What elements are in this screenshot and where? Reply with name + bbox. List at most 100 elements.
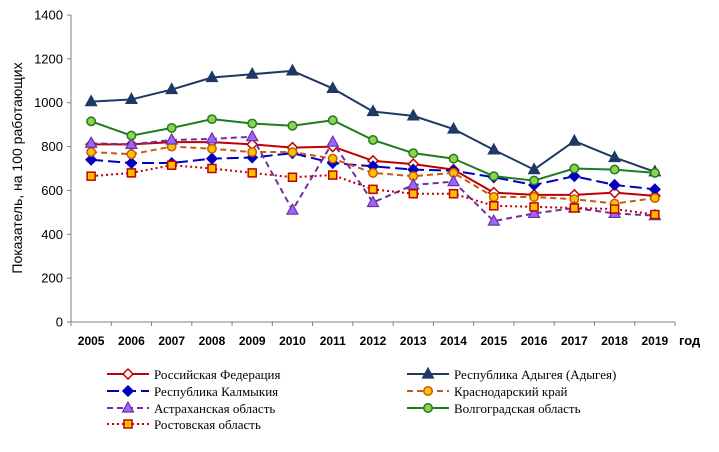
- legend-marker: [423, 386, 433, 396]
- data-point: [84, 94, 98, 107]
- data-point: [327, 153, 338, 164]
- data-point: [649, 167, 660, 178]
- y-tick-label: 600: [41, 183, 63, 198]
- data-point: [126, 149, 137, 160]
- data-point: [245, 129, 259, 142]
- x-tick-label: 2007: [158, 334, 185, 348]
- legend: Российская Федерация Республика Адыгея (А…: [107, 366, 616, 432]
- legend-marker: [121, 400, 135, 413]
- data-point: [287, 172, 298, 183]
- data-point: [368, 167, 378, 178]
- series-6: [86, 114, 660, 186]
- legend-entry: Краснодарский край: [407, 384, 568, 399]
- data-point: [126, 130, 137, 141]
- legend-entry: Астраханская область: [107, 400, 275, 416]
- data-point: [487, 142, 501, 155]
- x-tick-label: 2018: [601, 334, 628, 348]
- y-tick-label: 1400: [34, 8, 63, 23]
- x-tick-label: 2011: [320, 334, 346, 348]
- data-point: [205, 70, 219, 83]
- data-point: [285, 202, 299, 215]
- data-point: [124, 137, 138, 149]
- data-point: [125, 156, 138, 170]
- data-point: [568, 170, 581, 183]
- x-axis-label: год: [679, 333, 701, 348]
- data-point: [408, 148, 419, 159]
- data-point: [126, 168, 137, 178]
- x-tick-label: 2014: [440, 334, 467, 348]
- data-point: [327, 115, 338, 126]
- y-tick-label: 200: [41, 271, 63, 286]
- data-point: [368, 135, 378, 145]
- data-point: [608, 186, 621, 199]
- data-point: [206, 143, 217, 154]
- data-point: [487, 213, 501, 226]
- legend-entry: Волгоградская область: [407, 401, 581, 416]
- legend-marker: [121, 384, 135, 398]
- data-point: [609, 204, 620, 214]
- data-point: [326, 81, 340, 94]
- x-tick-label: 2009: [239, 334, 266, 348]
- data-point: [287, 120, 298, 131]
- data-point: [527, 206, 541, 219]
- data-point: [366, 195, 380, 208]
- data-point: [287, 147, 298, 158]
- legend-entry: Ростовская область: [107, 417, 261, 432]
- data-point: [529, 192, 540, 202]
- data-point: [165, 82, 179, 95]
- data-point: [489, 201, 499, 211]
- y-axis-label: Показатель, на 100 работающих: [9, 62, 25, 273]
- data-point: [205, 152, 218, 165]
- series-group: [84, 63, 662, 226]
- y-tick-label: 800: [41, 139, 63, 154]
- data-point: [569, 203, 580, 213]
- y-tick-label: 0: [56, 315, 63, 330]
- y-tick-labels: 0 200 400 600 800 1000 1200 1400: [34, 8, 63, 330]
- legend-label: Астраханская область: [154, 401, 275, 416]
- data-point: [650, 209, 660, 220]
- series-5: [84, 129, 662, 226]
- data-point: [448, 188, 459, 199]
- x-tick-label: 2015: [480, 334, 507, 348]
- data-point: [567, 133, 581, 146]
- data-point: [529, 175, 540, 186]
- data-point: [247, 147, 258, 158]
- data-point: [247, 168, 257, 178]
- data-point: [166, 122, 177, 133]
- data-point: [649, 193, 660, 204]
- data-point: [408, 188, 419, 199]
- data-point: [247, 118, 258, 129]
- y-tick-label: 400: [41, 227, 63, 242]
- data-point: [406, 177, 420, 190]
- legend-entry: Республика Калмыкия: [107, 384, 278, 399]
- data-point: [448, 153, 459, 164]
- data-point: [488, 192, 499, 202]
- data-point: [406, 108, 420, 121]
- legend-marker: [421, 366, 435, 379]
- series-7: [86, 160, 660, 220]
- x-tick-label: 2005: [78, 334, 105, 348]
- data-point: [86, 147, 97, 158]
- legend-label: Российская Федерация: [154, 367, 281, 382]
- data-point: [205, 131, 219, 144]
- data-point: [608, 150, 622, 163]
- x-tick-label: 2010: [279, 334, 306, 348]
- legend-label: Краснодарский край: [454, 384, 568, 399]
- data-point: [207, 163, 217, 174]
- x-tick-label: 2013: [400, 334, 427, 348]
- data-point: [327, 170, 338, 180]
- x-tick-label: 2008: [199, 334, 226, 348]
- data-point: [245, 66, 259, 79]
- data-point: [447, 121, 461, 134]
- legend-marker: [123, 419, 133, 429]
- data-point: [648, 183, 661, 196]
- data-point: [368, 184, 378, 195]
- data-point: [285, 63, 299, 76]
- legend-entry: Российская Федерация: [107, 367, 281, 382]
- data-point: [166, 160, 177, 170]
- axes: [67, 14, 676, 326]
- data-point: [529, 202, 539, 212]
- y-tick-label: 1000: [34, 95, 63, 110]
- legend-marker: [121, 367, 135, 381]
